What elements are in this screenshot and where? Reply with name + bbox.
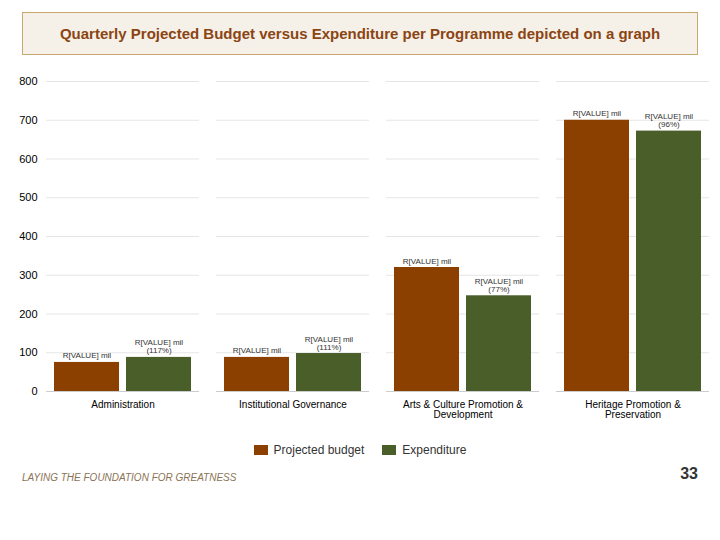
html-text:33: 33 [680, 465, 698, 482]
svg-text:100: 100 [19, 346, 37, 358]
svg-text:300: 300 [19, 269, 37, 281]
svg-text:R[VALUE] mil(96%): R[VALUE] mil(96%) [645, 112, 694, 129]
svg-text:Arts & Culture Promotion &Deve: Arts & Culture Promotion &Development [403, 399, 523, 420]
html-text:Expenditure: Expenditure [402, 443, 467, 457]
svg-text:R[VALUE] mil: R[VALUE] mil [63, 351, 112, 360]
html-text:LAYING THE FOUNDATION FOR GREA: LAYING THE FOUNDATION FOR GREATNESS [22, 472, 237, 483]
svg-text:800: 800 [19, 75, 37, 87]
svg-text:0: 0 [31, 385, 37, 397]
html-text:Quarterly Projected Budget ver: Quarterly Projected Budget versus Expend… [59, 25, 661, 42]
svg-text:Administration: Administration [91, 399, 154, 410]
svg-text:600: 600 [19, 153, 37, 165]
svg-text:R[VALUE] mil(111%): R[VALUE] mil(111%) [305, 335, 354, 352]
svg-text:R[VALUE] mil: R[VALUE] mil [403, 257, 452, 266]
svg-text:R[VALUE] mil(77%): R[VALUE] mil(77%) [475, 277, 524, 294]
svg-text:R[VALUE] mil(117%): R[VALUE] mil(117%) [135, 338, 184, 355]
svg-text:500: 500 [19, 191, 37, 203]
html-text:Projected budget: Projected budget [273, 443, 365, 457]
svg-text:R[VALUE] mil: R[VALUE] mil [233, 346, 282, 355]
svg-text:400: 400 [19, 230, 37, 242]
svg-text:200: 200 [19, 308, 37, 320]
svg-text:Institutional Governance: Institutional Governance [239, 399, 347, 410]
svg-text:Heritage Promotion &Preservati: Heritage Promotion &Preservation [585, 399, 681, 420]
svg-text:R[VALUE] mil: R[VALUE] mil [573, 109, 622, 118]
svg-text:700: 700 [19, 114, 37, 126]
